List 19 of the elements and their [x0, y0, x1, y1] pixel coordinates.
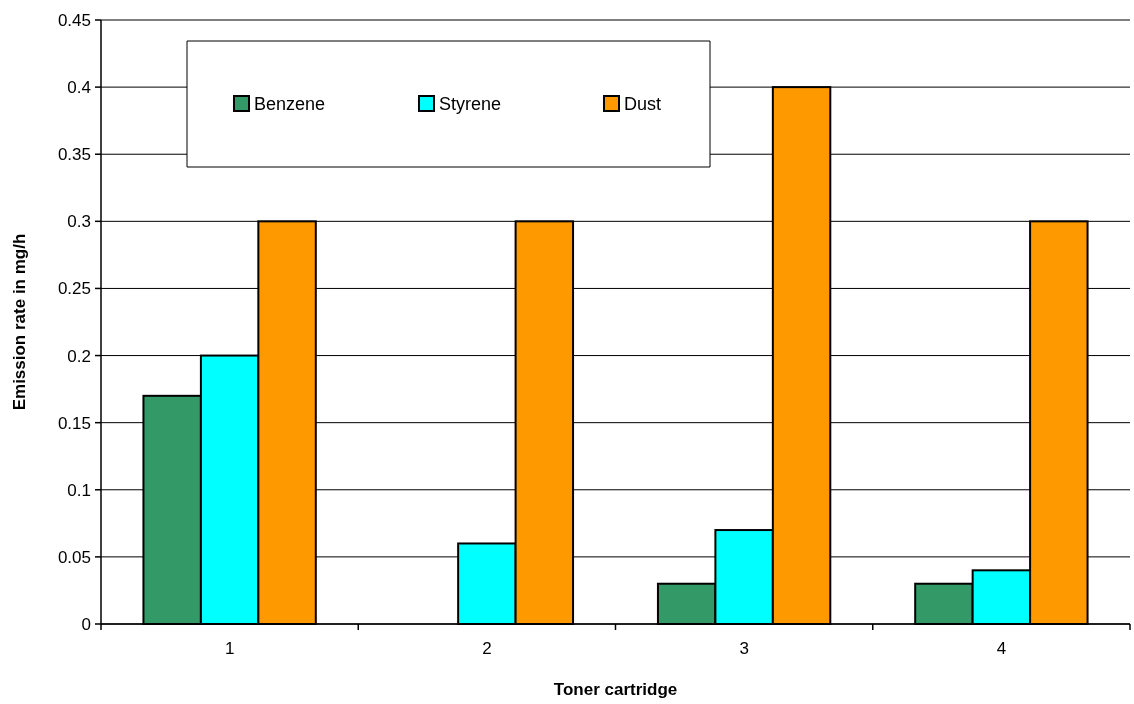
y-tick-label: 0.45 [57, 10, 91, 30]
x-tick-label: 4 [996, 639, 1007, 658]
legend-label: Benzene [254, 94, 326, 115]
legend-label: Styrene [439, 94, 502, 115]
y-tick-label: 0.1 [67, 480, 91, 500]
y-tick-label: 0.3 [67, 212, 91, 232]
x-tick-label: 1 [224, 639, 235, 658]
x-axis-title: Toner cartridge [553, 680, 678, 699]
x-tick-label: 3 [739, 639, 749, 658]
y-tick-label: 0.35 [57, 145, 91, 165]
y-tick-label: 0.4 [67, 78, 91, 98]
y-axis-title: Emission rate in mg/h [10, 233, 29, 411]
y-tick-label: 0.25 [57, 279, 91, 299]
y-tick-label: 0.15 [57, 413, 91, 433]
y-tick-label: 0.05 [57, 547, 91, 567]
y-tick-label: 0 [81, 614, 91, 634]
legend-label: Dust [624, 94, 662, 115]
x-tick-label: 2 [482, 639, 492, 658]
y-tick-label: 0.2 [67, 346, 91, 366]
